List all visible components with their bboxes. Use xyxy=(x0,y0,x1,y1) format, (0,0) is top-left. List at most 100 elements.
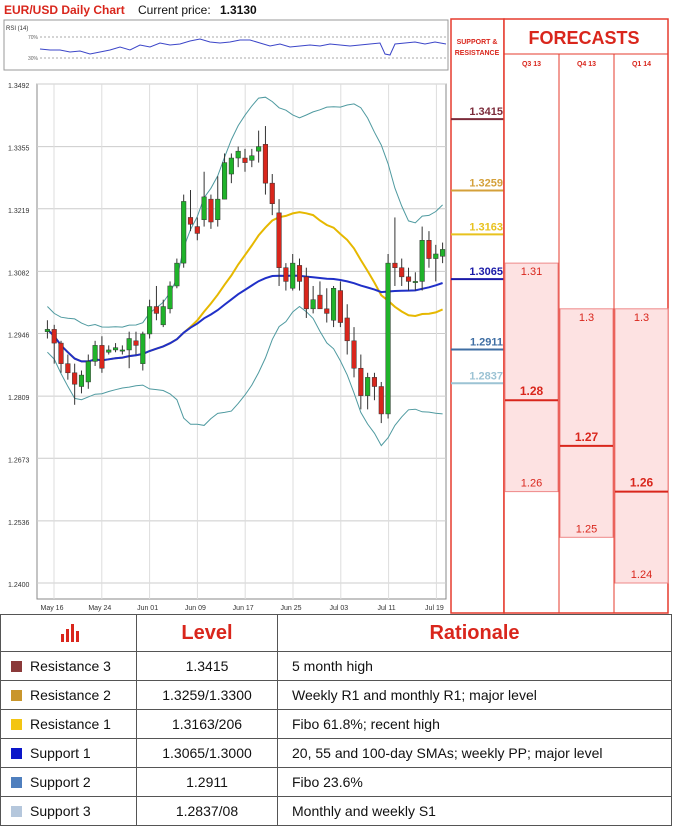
table-row: Support 1 1.3065/1.3000 20, 55 and 100-day… xyxy=(0,738,672,768)
forecasts-title: FORECASTS xyxy=(528,28,639,48)
candle-body xyxy=(160,306,166,326)
row-name: Support 1 xyxy=(30,745,91,761)
candle-body xyxy=(99,345,105,369)
candle-body xyxy=(283,267,289,282)
candle-body xyxy=(78,374,85,387)
row-name-cell: Support 1 xyxy=(0,738,137,768)
row-rationale: Fibo 61.8%; recent high xyxy=(277,709,672,739)
candle-body xyxy=(378,386,384,415)
level-color-swatch xyxy=(11,806,22,817)
forecast-high-label: 1.31 xyxy=(521,266,542,278)
row-level: 1.2837/08 xyxy=(136,796,278,826)
candle-body xyxy=(140,333,146,364)
candle-body xyxy=(337,290,343,323)
forecast-range-box xyxy=(559,308,614,538)
row-name-cell: Support 3 xyxy=(0,796,137,826)
candle-body xyxy=(262,144,268,184)
x-tick-label: May 16 xyxy=(41,605,64,612)
table-row: Support 3 1.2837/08 Monthly and weekly S1 xyxy=(0,796,672,826)
table-header-row: Level Rationale xyxy=(0,614,672,652)
candle-body xyxy=(174,262,180,287)
candle-body xyxy=(371,377,378,387)
row-level: 1.2911 xyxy=(136,767,278,797)
y-tick-label: 1.2809 xyxy=(8,395,30,402)
candle-body xyxy=(276,212,282,268)
y-tick-label: 1.3355 xyxy=(8,146,30,153)
forecast-low-label: 1.25 xyxy=(576,523,597,535)
price-plot-area xyxy=(36,83,447,600)
row-name: Support 3 xyxy=(30,803,91,819)
forecast-col-label: Q3 13 xyxy=(522,61,541,68)
row-name-cell: Resistance 3 xyxy=(0,651,137,681)
row-name-cell: Resistance 1 xyxy=(0,709,137,739)
candle-body xyxy=(392,262,398,268)
candle-body xyxy=(58,342,64,364)
long-moving-average-line xyxy=(46,274,443,363)
bar-chart-icon xyxy=(60,623,79,642)
row-name-cell: Support 2 xyxy=(0,767,137,797)
sr-level-label: 1.3259 xyxy=(469,177,503,189)
candle-body xyxy=(235,150,241,159)
forecast-range-box xyxy=(614,308,669,584)
candle-body xyxy=(222,162,228,200)
sr-level-label: 1.3163 xyxy=(469,221,503,233)
level-color-swatch xyxy=(11,719,22,730)
sr-level-label: 1.3065 xyxy=(469,266,503,278)
candle-body xyxy=(440,249,446,257)
candle-body xyxy=(399,267,405,278)
rsi-line xyxy=(39,38,447,56)
row-name: Resistance 2 xyxy=(30,687,111,703)
y-tick-label: 1.2536 xyxy=(8,520,30,527)
candle-body xyxy=(65,363,71,374)
forecast-high-label: 1.3 xyxy=(634,312,649,324)
y-tick-label: 1.3219 xyxy=(8,208,30,215)
candle-body xyxy=(201,196,207,220)
levels-table: Level Rationale Resistance 3 1.3415 5 mont… xyxy=(0,614,672,826)
forecast-range-box xyxy=(504,262,559,493)
candle-body xyxy=(412,281,418,283)
sr-level-label: 1.2837 xyxy=(469,370,503,382)
row-rationale: Weekly R1 and monthly R1; major level xyxy=(277,680,672,710)
x-tick-label: Jun 01 xyxy=(137,605,158,612)
candle-body xyxy=(51,329,57,344)
x-tick-label: Jun 17 xyxy=(233,605,254,612)
x-tick-label: Jul 11 xyxy=(378,605,396,612)
row-level: 1.3065/1.3000 xyxy=(136,738,278,768)
candle-body xyxy=(187,217,194,225)
x-tick-label: Jun 09 xyxy=(185,605,206,612)
candle-body xyxy=(303,276,309,310)
chart-area: EUR/USD Daily Chart Current price: 1.313… xyxy=(3,3,669,614)
rsi-panel xyxy=(3,19,449,71)
row-name: Resistance 3 xyxy=(30,658,111,674)
candle-body xyxy=(44,329,50,332)
y-tick-label: 1.2673 xyxy=(8,457,30,464)
candle-body xyxy=(365,377,371,396)
price-value: 1.3130 xyxy=(220,3,257,17)
candle-body xyxy=(358,367,364,396)
candle-body xyxy=(296,265,303,282)
rsi-upper-label: 70% xyxy=(28,35,39,41)
y-tick-label: 1.2400 xyxy=(8,582,30,589)
forecast-low-label: 1.26 xyxy=(521,478,542,490)
x-tick-label: Jul 03 xyxy=(329,605,348,612)
candle-body xyxy=(215,198,221,220)
y-tick-label: 1.3082 xyxy=(8,270,30,277)
candle-body xyxy=(426,240,432,259)
candle-body xyxy=(194,226,200,234)
sr-title-line2: RESISTANCE xyxy=(455,50,500,57)
level-color-swatch xyxy=(11,777,22,788)
rsi-label: RSI (14) xyxy=(6,26,28,32)
row-name-cell: Resistance 2 xyxy=(0,680,137,710)
row-level: 1.3415 xyxy=(136,651,278,681)
candle-body xyxy=(92,345,98,362)
candle-body xyxy=(119,349,125,352)
bollinger-lower-line xyxy=(47,305,443,447)
table-icon-cell xyxy=(0,614,137,652)
forecast-mid-label: 1.28 xyxy=(520,384,544,398)
candle-body xyxy=(72,372,78,385)
candle-body xyxy=(167,285,173,310)
candle-body xyxy=(344,317,350,342)
level-color-swatch xyxy=(11,661,22,672)
table-row: Resistance 3 1.3415 5 month high xyxy=(0,651,672,681)
candle-body xyxy=(310,299,316,310)
